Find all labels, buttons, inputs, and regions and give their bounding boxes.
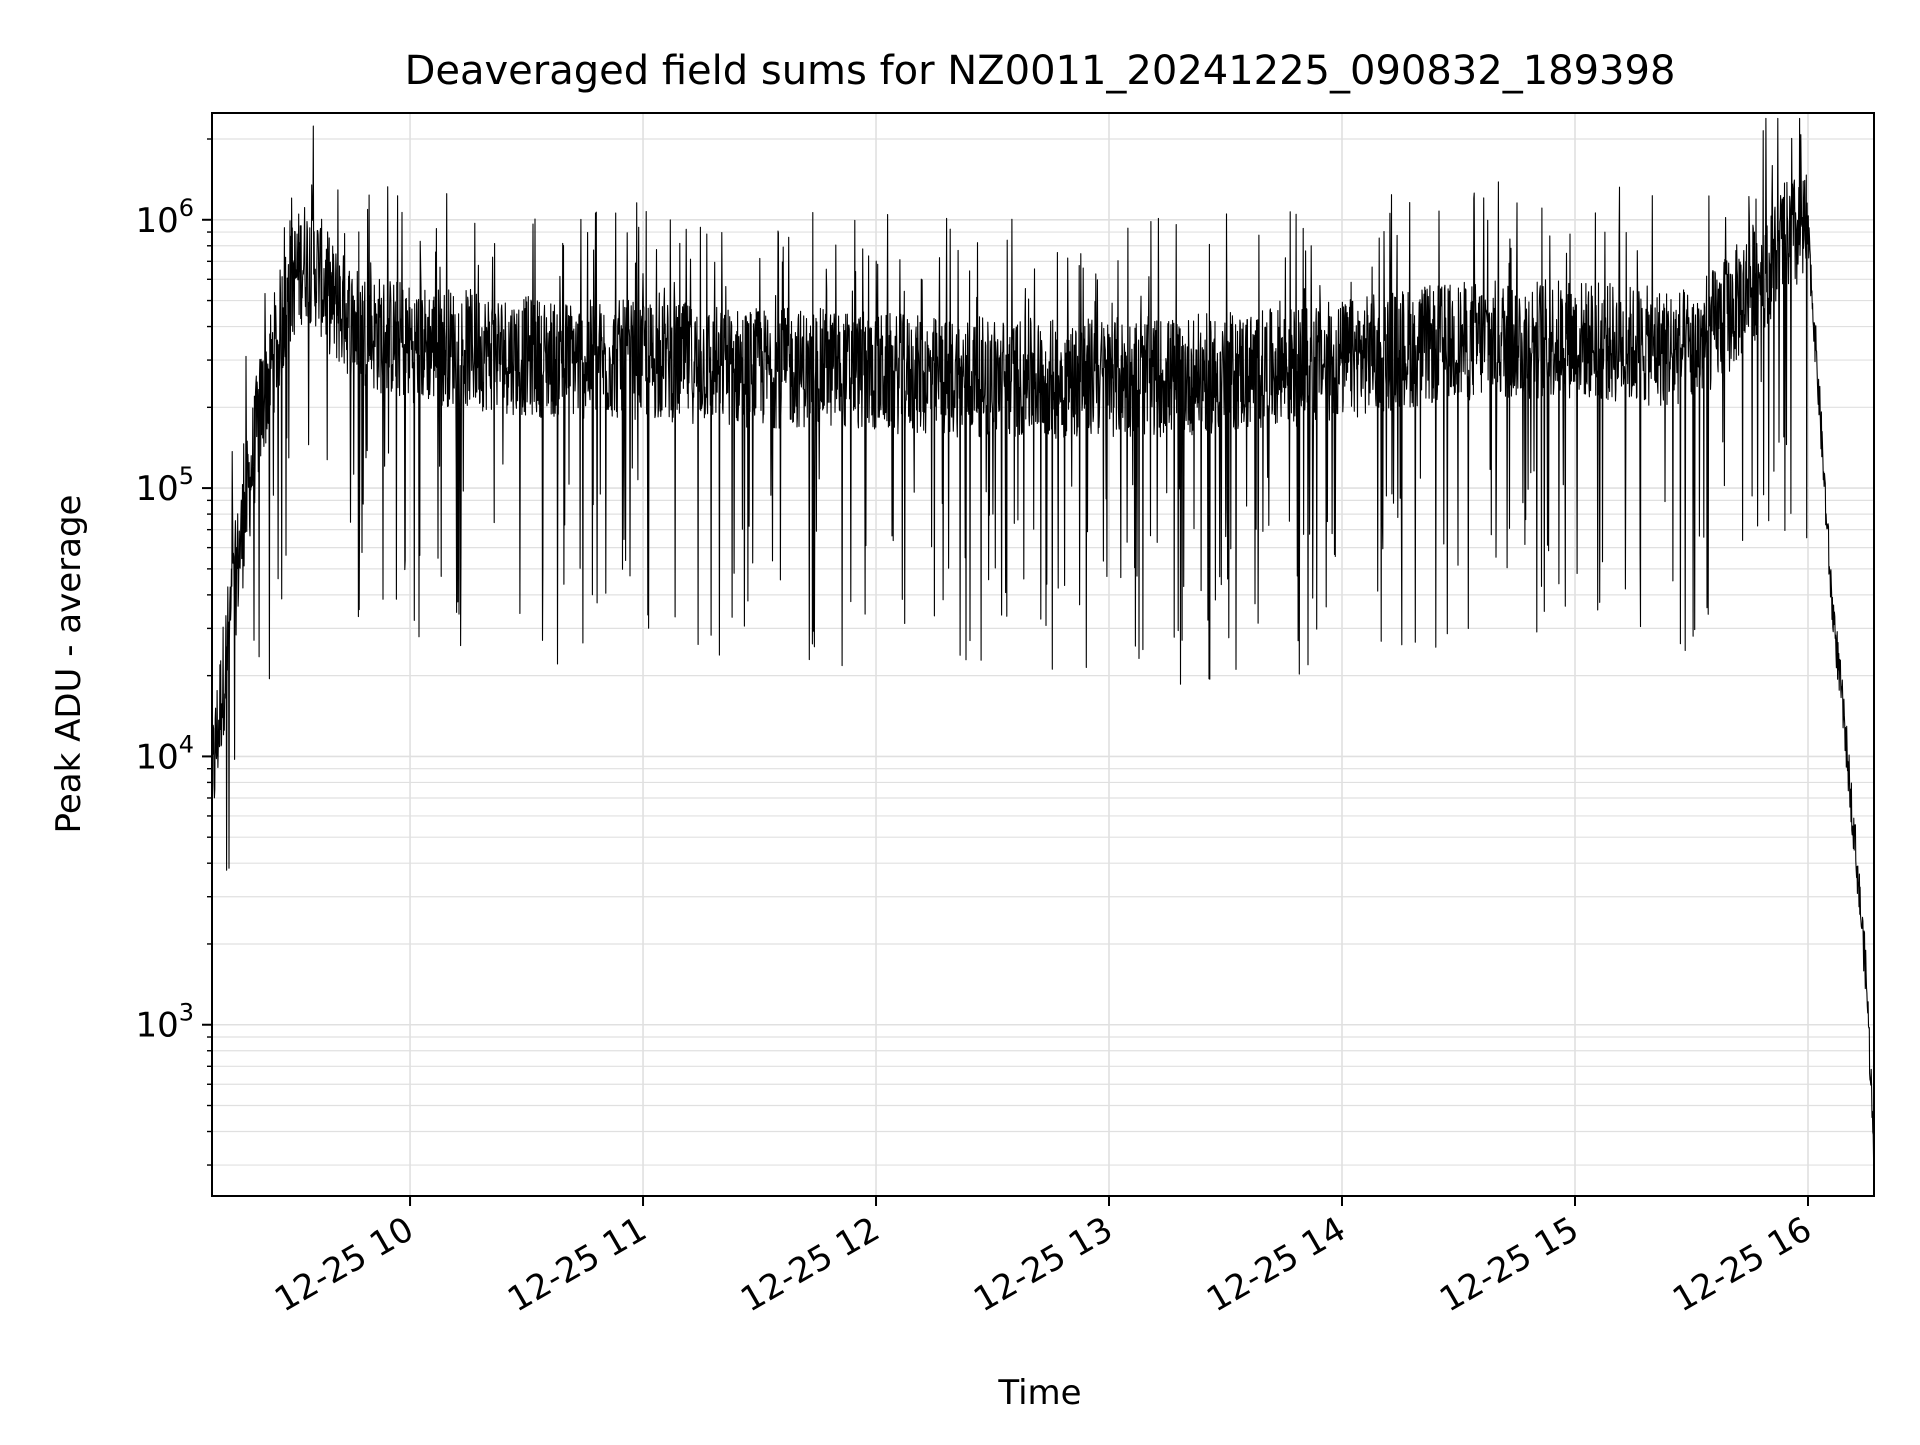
y-tick-label: 106 xyxy=(135,194,194,241)
plot-frame xyxy=(211,112,1875,1197)
series-line-0 xyxy=(211,117,1875,1163)
chart-title: Deaveraged field sums for NZ0011_2024122… xyxy=(405,48,1676,94)
y-tick-label: 104 xyxy=(135,730,194,777)
y-tick-label: 103 xyxy=(135,999,194,1046)
grid xyxy=(212,113,1874,1196)
y-axis-label: Peak ADU - average xyxy=(49,495,89,834)
y-tick-label: 105 xyxy=(135,462,194,509)
x-axis-label: Time xyxy=(997,1373,1081,1413)
series-layer xyxy=(211,117,1875,1163)
